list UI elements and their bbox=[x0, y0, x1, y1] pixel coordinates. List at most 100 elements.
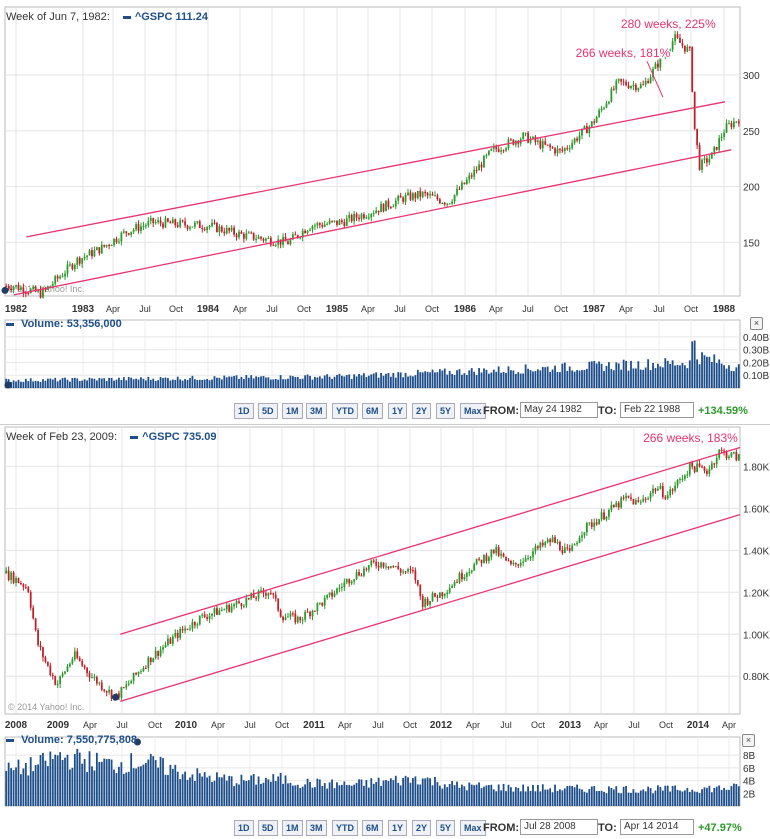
candle-body bbox=[206, 227, 209, 231]
volume-bar bbox=[93, 770, 96, 806]
candle-body bbox=[120, 687, 123, 698]
candle-body bbox=[505, 148, 507, 151]
candle-body bbox=[323, 597, 326, 606]
volume-bar bbox=[100, 761, 103, 806]
range-button-1d[interactable]: 1D bbox=[234, 820, 254, 836]
price-chart-2009[interactable]: 0.80K 1.00K 1.20K 1.40K 1.60K 1.80K 2008 2009 Ap… bbox=[0, 420, 770, 839]
range-button-6m[interactable]: 6M bbox=[362, 820, 383, 836]
candle-body bbox=[24, 293, 27, 295]
candle-body bbox=[5, 285, 8, 287]
range-button-6m[interactable]: 6M bbox=[362, 403, 383, 419]
volume-bar bbox=[113, 380, 115, 388]
range-button-1m[interactable]: 1M bbox=[282, 820, 303, 836]
volume-bar bbox=[585, 368, 588, 388]
volume-bar bbox=[465, 375, 468, 388]
volume-bar bbox=[49, 751, 52, 806]
candle-body bbox=[59, 676, 62, 684]
candle-body bbox=[686, 46, 689, 52]
candle-body bbox=[620, 497, 623, 508]
candle-body bbox=[710, 152, 713, 159]
volume-bar bbox=[730, 370, 733, 388]
volume-bar bbox=[431, 785, 434, 806]
range-button-3m[interactable]: 3M bbox=[306, 820, 327, 836]
watermark: © 2014 Yahoo! Inc. bbox=[8, 702, 84, 712]
candle-body bbox=[666, 52, 669, 54]
volume-bar bbox=[113, 769, 115, 806]
candle-body bbox=[220, 226, 223, 232]
volume-bar bbox=[676, 364, 679, 388]
candle-body bbox=[532, 136, 534, 139]
candle-body bbox=[571, 142, 574, 149]
volume-marker bbox=[4, 381, 12, 389]
candle-body bbox=[679, 478, 681, 480]
range-button-5d[interactable]: 5D bbox=[258, 403, 278, 419]
range-button-3m[interactable]: 3M bbox=[306, 403, 327, 419]
range-button-ytd[interactable]: YTD bbox=[332, 403, 358, 419]
candle-body bbox=[617, 78, 620, 81]
candle-body bbox=[639, 84, 642, 89]
range-button-5d[interactable]: 5D bbox=[258, 820, 278, 836]
candle-body bbox=[323, 224, 326, 227]
range-button-1y[interactable]: 1Y bbox=[388, 403, 408, 419]
volume-bar bbox=[715, 786, 718, 806]
range-button-1m[interactable]: 1M bbox=[282, 403, 303, 419]
candle-body bbox=[492, 549, 495, 553]
volume-bar bbox=[34, 380, 37, 388]
candle-body bbox=[720, 137, 723, 139]
range-button-1y[interactable]: 1Y bbox=[388, 820, 408, 836]
volume-bar bbox=[458, 787, 461, 806]
candle-body bbox=[590, 121, 593, 127]
volume-bar bbox=[135, 378, 137, 388]
volume-bar bbox=[603, 791, 605, 806]
range-button-1d[interactable]: 1D bbox=[234, 403, 254, 419]
candle-body bbox=[144, 225, 147, 227]
volume-bar bbox=[340, 375, 343, 388]
candle-body bbox=[186, 225, 189, 229]
to-date-input[interactable]: Apr 14 2014 bbox=[620, 819, 694, 835]
volume-bar bbox=[272, 774, 275, 806]
candle-body bbox=[216, 608, 218, 615]
candle-body bbox=[409, 569, 412, 571]
range-button-max[interactable]: Max bbox=[460, 820, 486, 836]
candle-body bbox=[201, 614, 204, 616]
volume-bar bbox=[34, 765, 37, 806]
to-date-input[interactable]: Feb 22 1988 bbox=[620, 402, 694, 418]
volume-bar bbox=[483, 786, 485, 806]
range-button-max[interactable]: Max bbox=[460, 403, 486, 419]
chart-panel-1982: 150 200 250 300 1982 1983 Apr Jul Oct 1984 Apr Jul O… bbox=[0, 0, 770, 420]
volume-bar bbox=[100, 378, 103, 388]
candle-body bbox=[492, 146, 495, 149]
candle-body bbox=[159, 649, 162, 656]
range-button-5y[interactable]: 5Y bbox=[436, 820, 456, 836]
candle-body bbox=[144, 667, 147, 669]
candle-body bbox=[380, 562, 382, 568]
volume-bar bbox=[710, 361, 713, 388]
volume-bar bbox=[556, 790, 559, 806]
from-date-input[interactable]: Jul 28 2008 bbox=[520, 819, 598, 835]
volume-bar bbox=[252, 378, 255, 388]
price-chart-1982[interactable]: 150 200 250 300 1982 1983 Apr Jul Oct 1984 Apr Jul O… bbox=[0, 0, 770, 420]
y-tick-label: 1.20K bbox=[743, 588, 769, 599]
candle-body bbox=[627, 85, 630, 89]
volume-bar bbox=[583, 369, 586, 388]
candle-body bbox=[590, 522, 593, 527]
range-button-2y[interactable]: 2Y bbox=[412, 820, 432, 836]
volume-bar bbox=[679, 365, 681, 388]
volume-bar bbox=[122, 377, 125, 388]
range-button-2y[interactable]: 2Y bbox=[412, 403, 432, 419]
volume-bar bbox=[125, 772, 128, 806]
close-volume-button[interactable]: × bbox=[742, 734, 755, 747]
candle-body bbox=[502, 553, 505, 557]
range-button-5y[interactable]: 5Y bbox=[436, 403, 456, 419]
volume-bar bbox=[76, 748, 79, 806]
volume-bar bbox=[144, 762, 147, 806]
candle-body bbox=[61, 673, 64, 677]
candle-body bbox=[140, 226, 142, 231]
close-volume-button[interactable]: × bbox=[750, 317, 763, 330]
range-button-ytd[interactable]: YTD bbox=[332, 820, 358, 836]
candle-body bbox=[581, 535, 583, 538]
from-date-input[interactable]: May 24 1982 bbox=[520, 402, 598, 418]
candle-body bbox=[703, 467, 706, 471]
volume-bar bbox=[514, 787, 517, 806]
candle-body bbox=[541, 542, 544, 546]
